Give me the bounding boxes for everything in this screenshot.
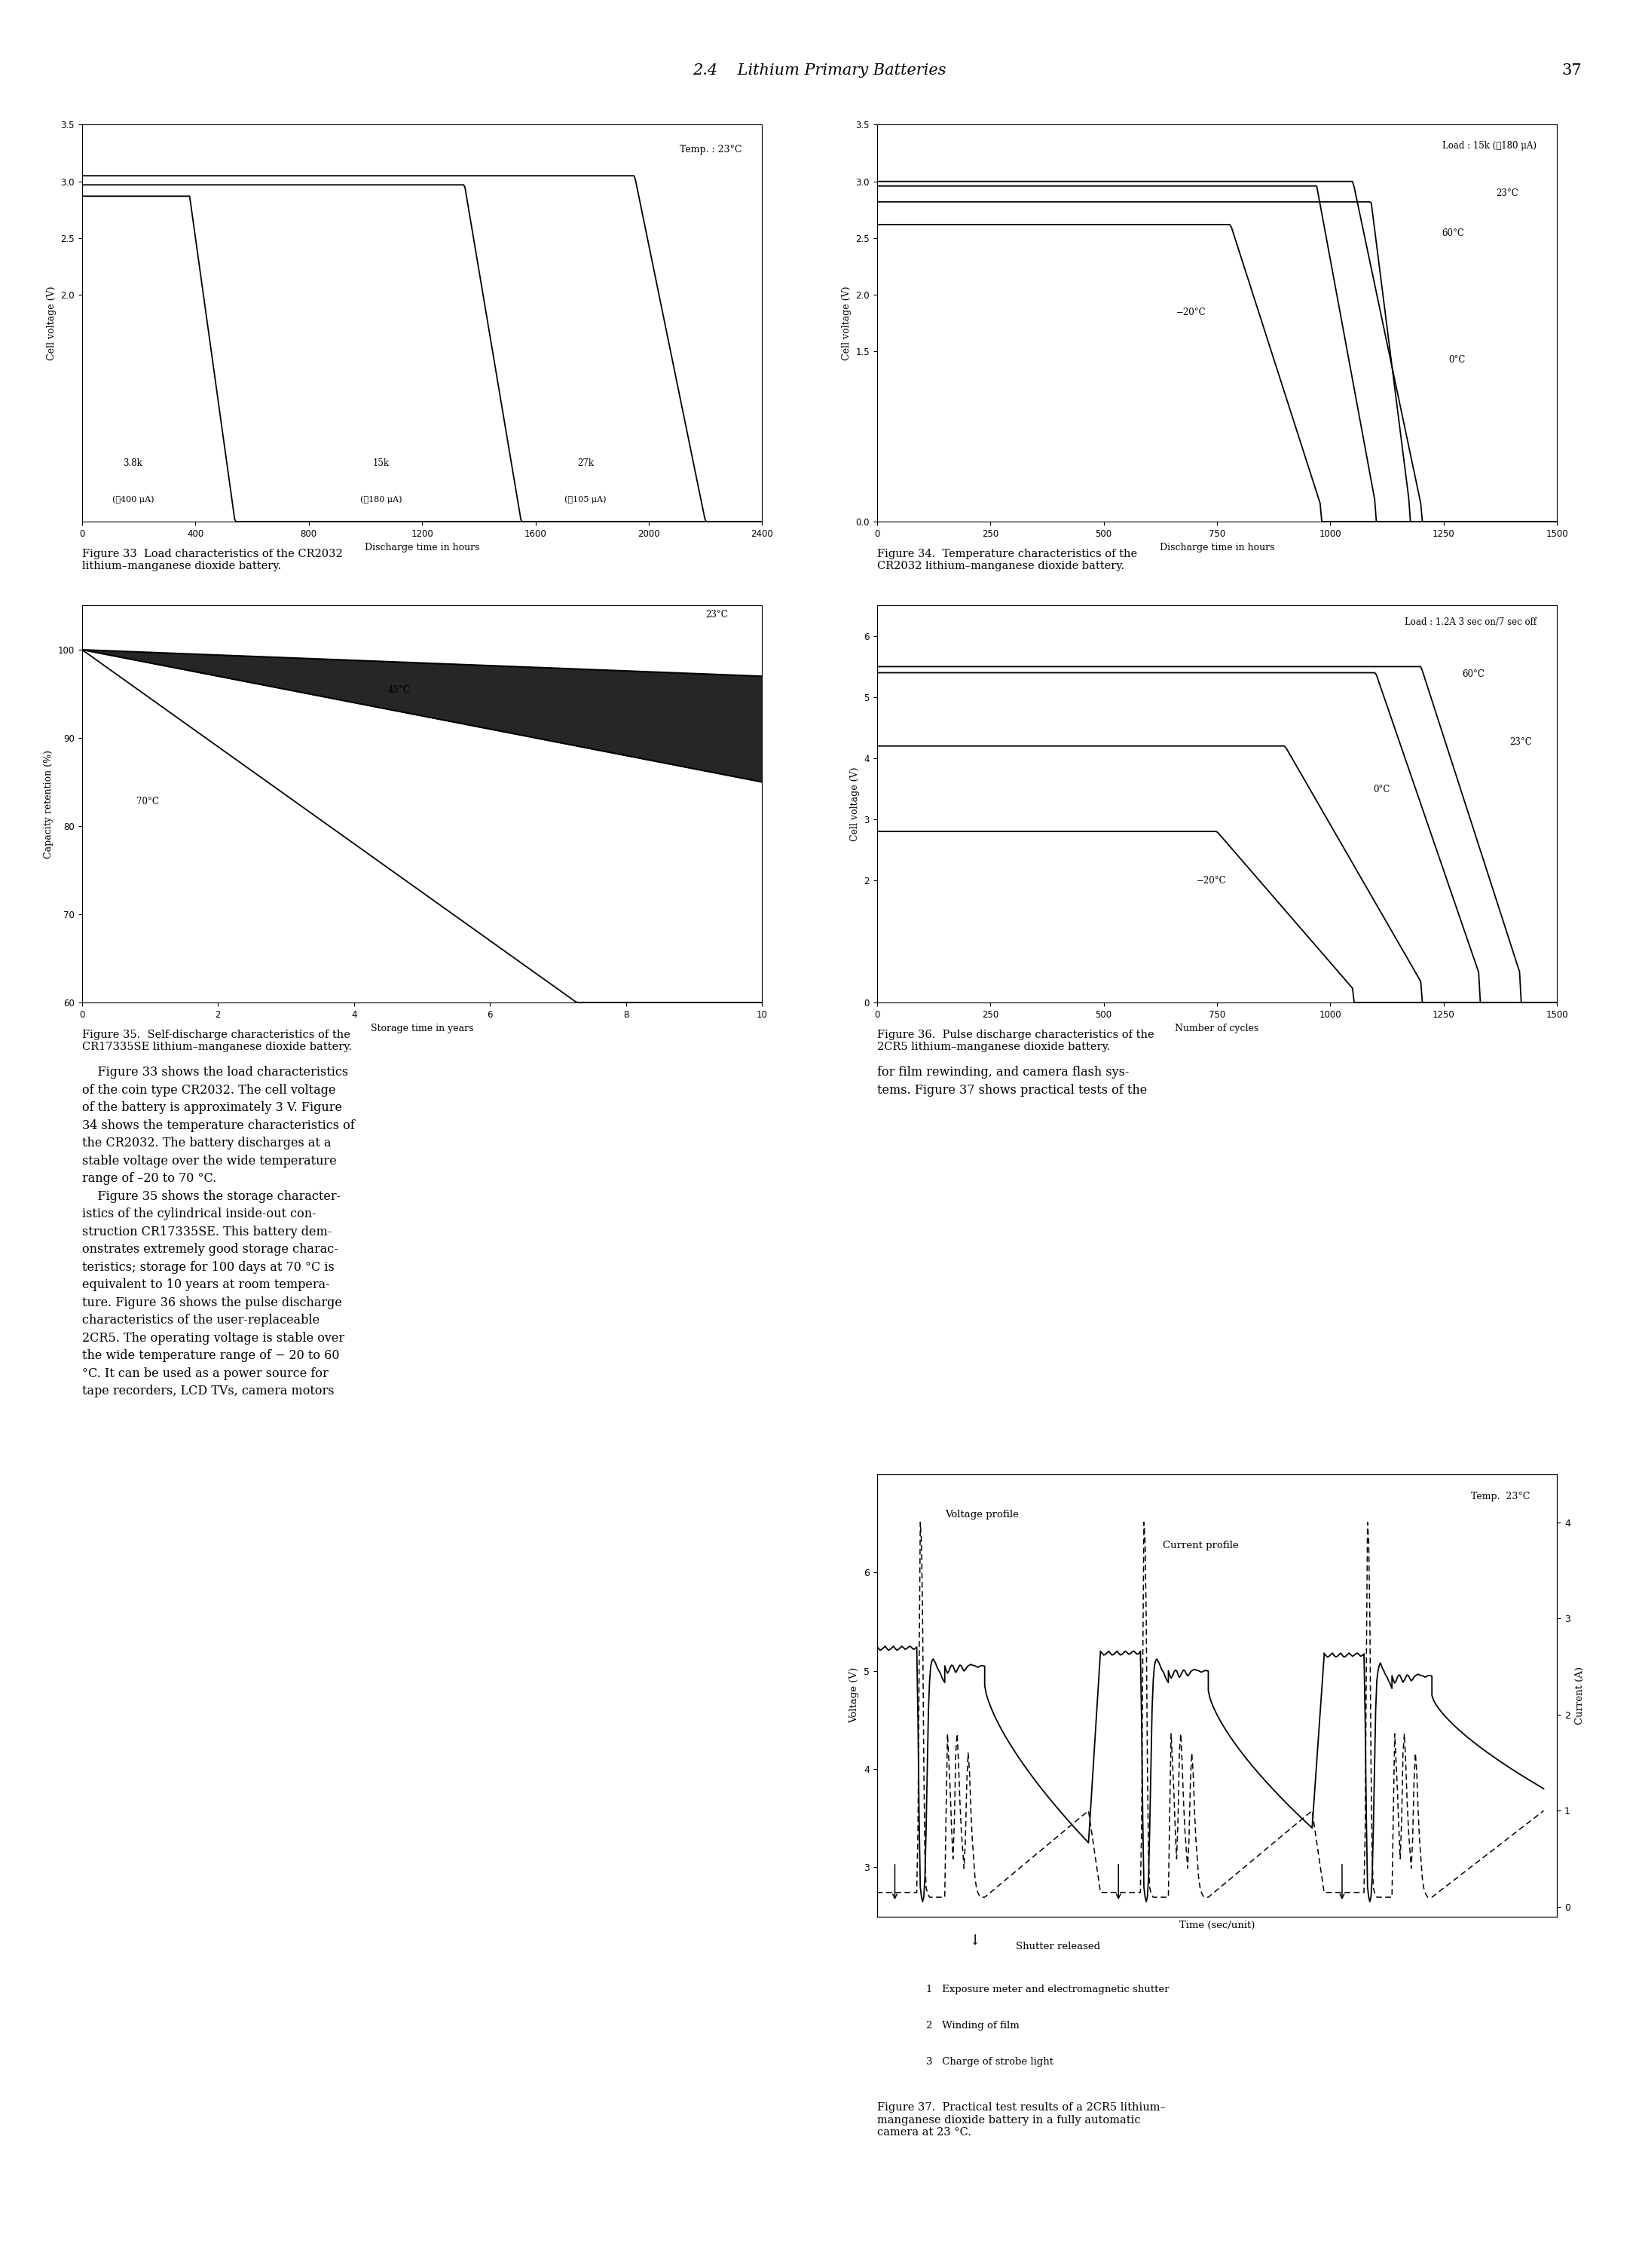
Y-axis label: Current (A): Current (A) <box>1575 1667 1585 1724</box>
Text: 37: 37 <box>1562 64 1582 77</box>
Text: 15k: 15k <box>374 458 390 467</box>
Text: Figure 33 shows the load characteristics
of the coin type CR2032. The cell volta: Figure 33 shows the load characteristics… <box>82 1066 354 1397</box>
Y-axis label: Cell voltage (V): Cell voltage (V) <box>46 286 56 361</box>
Y-axis label: Cell voltage (V): Cell voltage (V) <box>851 767 860 841</box>
X-axis label: Time (sec/unit): Time (sec/unit) <box>1178 1921 1255 1930</box>
Text: 70°C: 70°C <box>136 796 159 805</box>
Text: Current profile: Current profile <box>1162 1540 1239 1551</box>
X-axis label: Discharge time in hours: Discharge time in hours <box>364 542 480 553</box>
Text: 60°C: 60°C <box>1462 669 1485 678</box>
X-axis label: Discharge time in hours: Discharge time in hours <box>1159 542 1275 553</box>
Text: 23°C: 23°C <box>1496 188 1518 197</box>
Text: 3.8k: 3.8k <box>123 458 143 467</box>
Text: Figure 35.  Self-discharge characteristics of the
CR17335SE lithium–manganese di: Figure 35. Self-discharge characteristic… <box>82 1030 352 1052</box>
Text: 27k: 27k <box>577 458 593 467</box>
Text: 3   Charge of strobe light: 3 Charge of strobe light <box>926 2057 1054 2066</box>
Text: 60°C: 60°C <box>1441 229 1464 238</box>
Text: Figure 36.  Pulse discharge characteristics of the
2CR5 lithium–manganese dioxid: Figure 36. Pulse discharge characteristi… <box>877 1030 1154 1052</box>
Text: −20°C: −20°C <box>1177 308 1206 318</box>
Text: Shutter released: Shutter released <box>1016 1941 1101 1950</box>
Text: Load : 1.2A 3 sec on/7 sec off: Load : 1.2A 3 sec on/7 sec off <box>1405 617 1537 628</box>
Text: Figure 37.  Practical test results of a 2CR5 lithium–
manganese dioxide battery : Figure 37. Practical test results of a 2… <box>877 2102 1165 2136</box>
Text: for film rewinding, and camera flash sys-
tems. Figure 37 shows practical tests : for film rewinding, and camera flash sys… <box>877 1066 1147 1095</box>
Text: (≅180 μA): (≅180 μA) <box>361 494 402 503</box>
Text: 1   Exposure meter and electromagnetic shutter: 1 Exposure meter and electromagnetic shu… <box>926 1985 1169 1994</box>
Text: (≅105 μA): (≅105 μA) <box>564 494 606 503</box>
Text: (≅400 μA): (≅400 μA) <box>111 494 154 503</box>
X-axis label: Storage time in years: Storage time in years <box>370 1023 474 1034</box>
Text: Figure 34.  Temperature characteristics of the
CR2032 lithium–manganese dioxide : Figure 34. Temperature characteristics o… <box>877 549 1137 572</box>
Text: 0°C: 0°C <box>1449 356 1465 365</box>
Text: 2   Winding of film: 2 Winding of film <box>926 2021 1019 2030</box>
Y-axis label: Voltage (V): Voltage (V) <box>849 1667 859 1724</box>
Text: Temp.  23°C: Temp. 23°C <box>1470 1492 1529 1501</box>
Text: 0°C: 0°C <box>1373 785 1390 794</box>
Y-axis label: Capacity retention (%): Capacity retention (%) <box>44 751 54 857</box>
Text: 2.4    Lithium Primary Batteries: 2.4 Lithium Primary Batteries <box>693 64 946 77</box>
Text: −20°C: −20°C <box>1196 875 1226 885</box>
Text: ↓: ↓ <box>969 1935 982 1948</box>
Text: Figure 33  Load characteristics of the CR2032
lithium–manganese dioxide battery.: Figure 33 Load characteristics of the CR… <box>82 549 343 572</box>
Text: Load : 15k (≅180 μA): Load : 15k (≅180 μA) <box>1442 141 1537 150</box>
Text: 23°C: 23°C <box>706 610 728 619</box>
Text: Voltage profile: Voltage profile <box>944 1510 1019 1520</box>
Text: 23°C: 23°C <box>1510 737 1532 746</box>
Y-axis label: Cell voltage (V): Cell voltage (V) <box>841 286 851 361</box>
Text: 45°C: 45°C <box>388 685 410 694</box>
Text: Temp. : 23°C: Temp. : 23°C <box>680 145 742 154</box>
X-axis label: Number of cycles: Number of cycles <box>1175 1023 1259 1034</box>
